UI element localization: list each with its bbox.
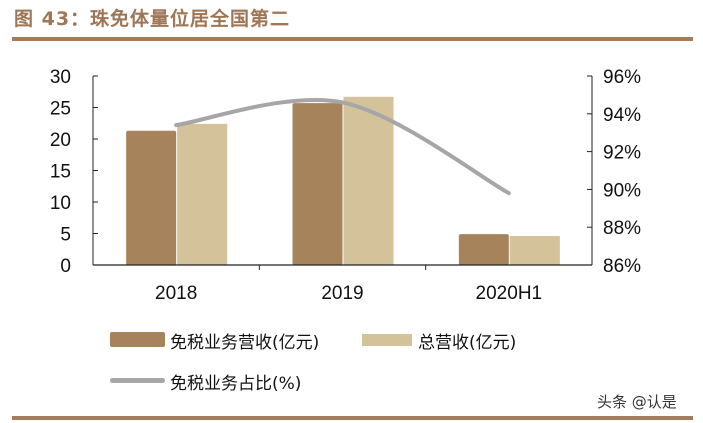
x-tick-label: 2018 xyxy=(155,283,197,304)
bar-免税业务营收(亿元) xyxy=(458,234,509,265)
left-tick-label: 20 xyxy=(50,130,71,151)
left-tick-label: 25 xyxy=(50,99,71,120)
legend-label-duty-free-revenue: 免税业务营收(亿元) xyxy=(170,333,320,353)
right-tick-label: 96% xyxy=(603,67,641,88)
watermark: 头条 @认是 xyxy=(597,393,677,411)
left-tick-label: 15 xyxy=(50,162,71,183)
left-tick-label: 30 xyxy=(50,67,71,88)
bar-总营收(亿元) xyxy=(177,123,228,265)
left-tick-label: 5 xyxy=(60,225,71,246)
right-tick-label: 86% xyxy=(603,256,641,277)
left-tick-label: 10 xyxy=(50,193,71,214)
right-tick-label: 88% xyxy=(603,218,641,239)
left-tick-label: 0 xyxy=(60,256,71,277)
chart: 0 5 10 15 20 25 30 86% 88% 90% 92% 94% 96% 2018 2019 20… xyxy=(50,67,641,304)
right-tick-label: 90% xyxy=(603,180,641,201)
top-rule xyxy=(12,37,693,41)
legend-swatch-duty-free-revenue xyxy=(110,332,165,347)
bottom-rule xyxy=(12,416,693,420)
x-tick-label: 2020H1 xyxy=(476,283,543,304)
bar-总营收(亿元) xyxy=(343,96,394,265)
bar-免税业务营收(亿元) xyxy=(126,130,177,265)
x-tick-label: 2019 xyxy=(321,283,363,304)
legend-label-duty-free-share: 免税业务占比(%) xyxy=(170,374,302,394)
bar-免税业务营收(亿元) xyxy=(292,103,343,265)
legend-swatch-duty-free-share xyxy=(110,378,165,383)
legend-swatch-total-revenue xyxy=(362,334,412,346)
bar-总营收(亿元) xyxy=(509,236,560,265)
legend-label-total-revenue: 总营收(亿元) xyxy=(418,333,517,353)
right-tick-label: 94% xyxy=(603,105,641,126)
right-tick-label: 92% xyxy=(603,143,641,164)
figure-title: 图 43：珠免体量位居全国第二 xyxy=(14,8,291,30)
